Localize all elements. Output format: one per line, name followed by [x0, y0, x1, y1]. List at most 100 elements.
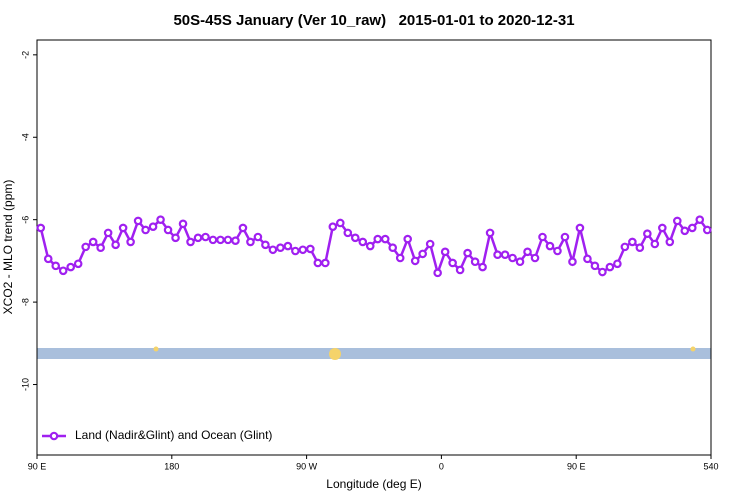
point: [201, 232, 210, 242]
point: [500, 250, 510, 260]
point: [635, 243, 645, 253]
surface-spot: [690, 346, 696, 352]
legend-label: Land (Nadir&Glint) and Ocean (Glint): [75, 428, 272, 442]
point: [687, 223, 697, 233]
point: [171, 233, 180, 243]
point: [658, 223, 667, 233]
point: [538, 232, 547, 242]
chart-title: 50S-45S January (Ver 10_raw) 2015-01-01 …: [173, 12, 574, 29]
point: [388, 243, 398, 253]
point: [365, 241, 375, 251]
legend-marker: [49, 431, 59, 441]
point: [223, 235, 233, 245]
point: [373, 234, 383, 244]
point: [141, 225, 150, 235]
point: [613, 259, 622, 269]
point: [343, 228, 353, 238]
point: [148, 222, 158, 231]
point: [523, 247, 532, 257]
point: [96, 243, 105, 253]
point: [410, 256, 420, 266]
point: [231, 236, 240, 246]
point: [448, 258, 457, 268]
point: [463, 248, 472, 258]
point: [298, 245, 308, 255]
x-axis-label: Longitude (deg E): [326, 477, 421, 491]
point: [291, 246, 300, 256]
point: [156, 215, 165, 224]
point: [508, 253, 517, 263]
x-tick-label: 90 E: [28, 461, 47, 471]
point: [186, 237, 195, 247]
point: [216, 235, 225, 245]
x-tick-label: 540: [703, 461, 718, 471]
point: [118, 223, 128, 233]
point: [590, 261, 600, 271]
x-tick-label: 90 W: [296, 461, 318, 471]
y-axis-label: XCO2 - MLO trend (ppm): [1, 180, 15, 315]
point: [440, 247, 450, 257]
y-tick-label: -8: [20, 298, 30, 306]
point: [103, 228, 113, 238]
point: [335, 218, 345, 228]
point: [268, 245, 278, 255]
point: [208, 235, 218, 245]
point: [81, 242, 90, 252]
point: [418, 249, 427, 259]
x-tick-label: 180: [164, 461, 179, 471]
point: [358, 237, 368, 247]
point: [261, 240, 270, 250]
point: [306, 244, 315, 254]
y-tick-label: -6: [20, 216, 30, 224]
point: [328, 222, 338, 231]
point: [530, 253, 540, 263]
point: [111, 240, 120, 250]
surface-spot: [329, 348, 341, 360]
point: [470, 257, 480, 267]
y-tick-label: -4: [20, 133, 30, 141]
point: [575, 223, 585, 233]
x-tick-label: 0: [439, 461, 444, 471]
point: [515, 257, 525, 267]
point: [238, 223, 248, 233]
point: [605, 262, 615, 272]
point: [253, 232, 263, 242]
point: [380, 234, 390, 244]
surface-spot: [153, 346, 159, 352]
point: [628, 237, 637, 247]
point: [178, 219, 188, 229]
point: [66, 262, 76, 272]
point: [58, 266, 68, 276]
surface-band: [37, 348, 711, 359]
point: [425, 239, 435, 249]
point: [313, 258, 323, 268]
point: [133, 216, 143, 226]
point: [163, 225, 173, 235]
point: [583, 254, 592, 264]
point: [73, 259, 83, 269]
point: [620, 242, 630, 252]
point: [672, 216, 682, 226]
point: [43, 254, 53, 264]
point: [598, 267, 607, 277]
point: [493, 250, 502, 260]
point: [643, 229, 652, 238]
point: [321, 258, 330, 268]
point: [680, 226, 690, 236]
x-tick-label: 90 E: [567, 461, 586, 471]
point: [88, 237, 98, 247]
point: [350, 233, 360, 243]
point: [276, 243, 285, 253]
point: [695, 215, 705, 224]
point: [395, 253, 405, 263]
point: [126, 237, 135, 247]
plot-frame: [36, 39, 712, 456]
point: [246, 237, 255, 247]
point: [36, 223, 46, 233]
point: [545, 241, 555, 251]
point: [650, 239, 660, 249]
point: [560, 232, 570, 242]
point: [665, 237, 675, 247]
y-tick-label: -2: [20, 51, 30, 59]
point: [455, 265, 465, 275]
